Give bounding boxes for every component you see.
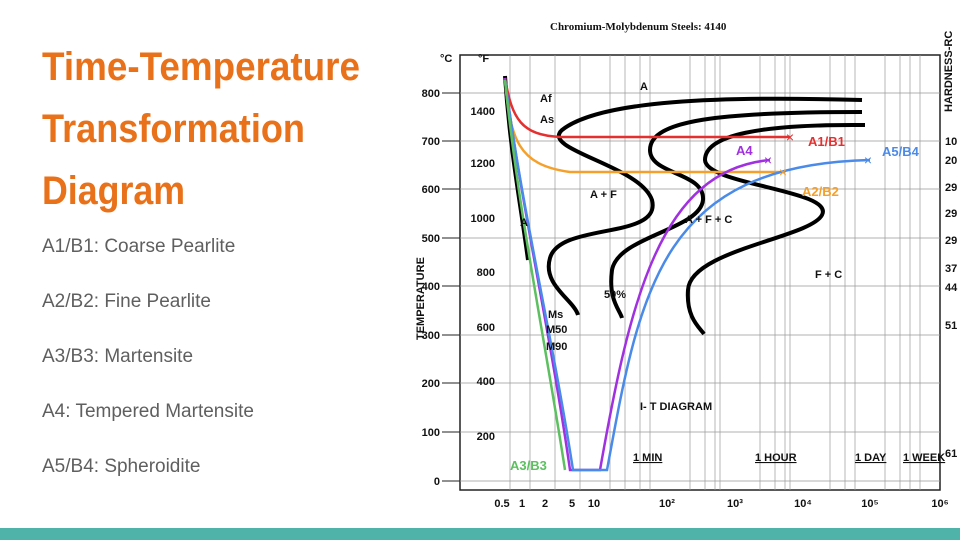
c-tick-label: 600 — [422, 184, 440, 196]
diagram — [459, 54, 941, 491]
curve — [546, 96, 863, 316]
curve-a5 — [503, 79, 871, 472]
region-label: A — [640, 81, 648, 93]
f-tick-label: 400 — [477, 376, 495, 388]
region-label: A + F — [590, 189, 617, 201]
hardness-tick-label: 29 — [945, 235, 957, 247]
unit-c: °C — [440, 53, 452, 65]
list-item: A3/B3: Martensite — [42, 346, 193, 367]
hardness-label: HARDNESS-RC — [943, 31, 955, 112]
region-label: As — [540, 114, 554, 126]
hardness-tick-label: 51 — [945, 320, 957, 332]
x-tick-label: 1 — [519, 498, 525, 510]
x-tick-label: 2 — [542, 498, 548, 510]
end-marker: × — [764, 152, 772, 168]
region-label: A + F + C — [685, 214, 732, 226]
hardness-tick-label: 20 — [945, 155, 957, 167]
time-mark: 1 HOUR — [755, 452, 797, 464]
x-tick-label: 0.5 — [494, 498, 509, 510]
x-tick-label: 10³ — [727, 498, 743, 510]
cooling-curves — [503, 77, 871, 472]
region-label: I- T DIAGRAM — [640, 401, 712, 413]
region-label: Af — [540, 93, 552, 105]
x-tick-label: 10⁵ — [861, 498, 878, 510]
f-tick-label: 800 — [477, 267, 495, 279]
region-label: M50 — [546, 324, 567, 336]
f-tick-label: 1200 — [471, 158, 495, 170]
curve-label: A4 — [736, 143, 753, 158]
curve-label: A2/B2 — [802, 184, 839, 199]
region-label: A — [520, 217, 528, 229]
x-tick-label: 10² — [659, 498, 675, 510]
hardness-tick-label: 61 — [945, 448, 957, 460]
time-mark: 1 MIN — [633, 452, 662, 464]
f-tick-label: 1000 — [471, 213, 495, 225]
curve-label: A5/B4 — [882, 144, 920, 159]
c-tick-label: 300 — [422, 330, 440, 342]
figure-title: Chromium-Molybdenum Steels: 4140 — [550, 21, 727, 33]
x-tick-label: 10⁶ — [931, 498, 948, 510]
end-marker: × — [864, 152, 872, 168]
region-label: F + C — [815, 269, 842, 281]
curve-a3 — [503, 79, 567, 471]
curve-label: A1/B1 — [808, 134, 845, 149]
end-marker: × — [786, 129, 794, 145]
c-tick-label: 0 — [434, 476, 440, 488]
c-tick-label: 100 — [422, 427, 440, 439]
list-item: A2/B2: Fine Pearlite — [42, 291, 211, 312]
title-line: Diagram — [42, 169, 185, 213]
hardness-tick-label: 37 — [945, 263, 957, 275]
y-label: TEMPERATURE — [415, 257, 427, 340]
unit-f: °F — [478, 53, 489, 65]
c-tick-label: 200 — [422, 378, 440, 390]
f-tick-label: 1400 — [471, 106, 495, 118]
title-line: Transformation — [42, 107, 305, 151]
title-line: Time-Temperature — [42, 45, 360, 89]
region-label: 50% — [604, 289, 626, 301]
end-marker: × — [779, 164, 787, 180]
plot-frame — [459, 54, 941, 491]
list-item: A5/B4: Spheroidite — [42, 456, 200, 477]
f-tick-label: 600 — [477, 322, 495, 334]
region-label: M90 — [546, 341, 567, 353]
footer-bar — [0, 528, 960, 540]
time-mark: 1 WEEK — [903, 452, 945, 464]
c-tick-label: 500 — [422, 233, 440, 245]
c-tick-label: 700 — [422, 136, 440, 148]
region-label: Ms — [548, 309, 563, 321]
curve — [609, 110, 863, 319]
x-tick-label: 10 — [588, 498, 600, 510]
c-tick-label: 400 — [422, 281, 440, 293]
time-mark: 1 DAY — [855, 452, 887, 464]
c-tick-label: 800 — [422, 88, 440, 100]
hardness-tick-label: 44 — [945, 282, 958, 294]
curve-label: A3/B3 — [510, 458, 547, 473]
list-item: A1/B1: Coarse Pearlite — [42, 236, 235, 257]
hardness-tick-label: 10 — [945, 136, 957, 148]
curve — [685, 122, 866, 336]
list-item: A4: Tempered Martensite — [42, 401, 254, 422]
hardness-tick-label: 29 — [945, 208, 957, 220]
x-tick-label: 5 — [569, 498, 575, 510]
grid — [460, 55, 940, 490]
f-tick-label: 200 — [477, 431, 495, 443]
hardness-tick-label: 29 — [945, 182, 957, 194]
x-tick-label: 10⁴ — [794, 498, 812, 510]
